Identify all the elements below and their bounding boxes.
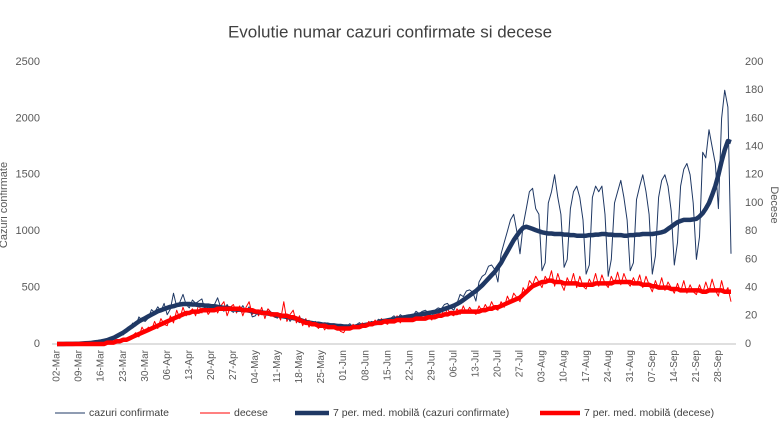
x-tick-label: 29-Jun: [426, 350, 437, 381]
legend-label: 7 per. med. mobilă (cazuri confirmate): [333, 407, 509, 419]
y2-tick-label: 40: [745, 282, 757, 294]
x-tick-label: 09-Mar: [74, 349, 85, 381]
x-tick-label: 06-Apr: [162, 349, 173, 380]
x-tick-label: 17-Aug: [581, 350, 592, 382]
x-tick-label: 22-Jun: [404, 350, 415, 381]
x-tick-label: 06-Jul: [448, 350, 459, 377]
x-tick-label: 31-Aug: [625, 350, 636, 382]
x-tick-label: 24-Aug: [603, 350, 614, 382]
y2-tick-label: 60: [745, 253, 757, 265]
y2-tick-label: 160: [745, 112, 763, 124]
x-tick-label: 07-Sep: [647, 350, 658, 383]
x-tick-label: 14-Sep: [669, 350, 680, 383]
x-tick-label: 16-Mar: [96, 349, 107, 381]
series-line: [57, 89, 732, 345]
y-tick-label: 1000: [16, 225, 40, 237]
y2-axis-title: Decese: [768, 186, 780, 223]
y2-tick-label: 180: [745, 84, 763, 96]
chart-title: Evolutie numar cazuri confirmate si dece…: [228, 22, 552, 41]
x-tick-label: 20-Jul: [493, 350, 504, 377]
x-tick-label: 11-May: [272, 350, 283, 383]
y-tick-label: 0: [34, 338, 40, 350]
y-axis-title: Cazuri confirmate: [0, 162, 10, 248]
legend-label: decese: [234, 407, 268, 419]
y2-tick-label: 20: [745, 310, 757, 322]
x-tick-label: 08-Jun: [360, 350, 371, 381]
x-tick-label: 10-Aug: [559, 350, 570, 382]
y2-tick-label: 200: [745, 56, 763, 68]
y-tick-label: 2000: [16, 112, 40, 124]
y2-tick-label: 100: [745, 197, 763, 209]
x-tick-label: 04-May: [250, 350, 261, 383]
y-tick-label: 2500: [16, 56, 40, 68]
x-tick-label: 01-Jun: [338, 350, 349, 381]
x-tick-label: 15-Jun: [382, 350, 393, 381]
x-tick-label: 02-Mar: [52, 349, 63, 381]
series-line: [57, 278, 731, 347]
y2-tick-label: 0: [745, 338, 751, 350]
x-tick-label: 30-Mar: [140, 349, 151, 381]
x-tick-label: 25-May: [316, 350, 327, 383]
x-tick-label: 21-Sep: [691, 350, 702, 383]
legend-label: 7 per. med. mobilă (decese): [584, 407, 714, 419]
x-tick-label: 03-Aug: [537, 350, 548, 382]
x-tick-label: 27-Apr: [228, 349, 239, 380]
y2-tick-label: 120: [745, 169, 763, 181]
y2-tick-label: 140: [745, 141, 763, 153]
x-tick-label: 27-Jul: [515, 350, 526, 377]
x-tick-label: 20-Apr: [206, 349, 217, 380]
x-tick-label: 23-Mar: [118, 349, 129, 381]
legend-label: cazuri confirmate: [89, 407, 169, 419]
x-tick-label: 18-May: [294, 350, 305, 383]
x-tick-label: 13-Apr: [184, 349, 195, 380]
x-tick-label: 13-Jul: [471, 350, 482, 377]
y2-tick-label: 80: [745, 225, 757, 237]
y-tick-label: 1500: [16, 169, 40, 181]
series-line: [57, 138, 732, 347]
x-tick-label: 28-Sep: [713, 350, 724, 383]
y-tick-label: 500: [22, 282, 40, 294]
